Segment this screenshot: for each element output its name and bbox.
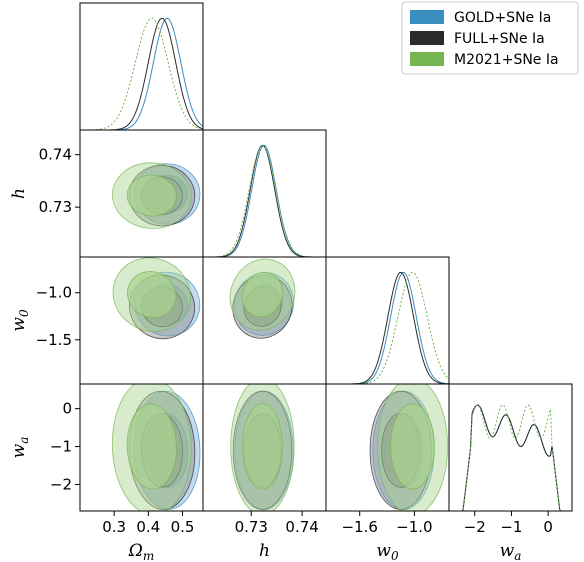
y-tick-label-h: 0.74 [39,146,72,164]
x-tick-label-wa: −1 [500,518,522,536]
panel-h-w0 [202,256,327,385]
density-m2021-sne-ia [80,17,204,131]
density-gold-sne-ia [203,144,326,258]
panel-h-wa [202,383,327,512]
density-gold-sne-ia [326,271,450,385]
x-tick-label-wa: −2 [464,518,486,536]
x-tick-label-w0: −1.0 [396,518,432,536]
panel-frame [79,2,204,131]
contour-m2021-sne-ia-68 [241,272,284,318]
density-m2021-sne-ia [449,404,572,512]
y-tick-label-wa: 0 [62,400,72,418]
y-axis-label-wa: wa [9,437,31,459]
panel-Omega_m-h [79,129,204,258]
x-tick-label-h: 0.73 [235,518,268,536]
legend-swatch [410,10,444,24]
y-tick-label-w0: −1.5 [36,331,72,349]
density-full-sne-ia [80,17,204,131]
y-axis-label-h: h [9,188,29,199]
density-full-sne-ia [203,144,326,258]
panel-Omega_m-w0 [79,256,204,385]
x-tick-label-h: 0.74 [285,518,318,536]
panel-1d-wa [448,383,573,512]
panel-w0-wa [325,383,450,512]
legend-label: FULL+SNe Ia [454,31,545,47]
contour-m2021-sne-ia-68 [242,403,283,490]
legend-swatch [410,31,444,45]
x-tick-label-wa: 0 [543,518,553,536]
legend: GOLD+SNe Ia FULL+SNe Ia M2021+SNe Ia [401,1,579,75]
x-axis-label-w0: w0 [376,541,399,562]
contour-m2021-sne-ia-68 [126,174,177,217]
panel-frame [325,256,450,385]
contour-m2021-sne-ia-68 [390,403,435,490]
x-tick-label-Omega_m: 0.5 [171,518,195,536]
y-tick-label-h: 0.73 [39,198,72,216]
density-m2021-sne-ia [202,144,326,258]
panel-frame [202,129,327,258]
panel-1d-w0 [325,256,450,385]
panel-Omega_m-wa [79,383,204,512]
y-tick-label-w0: −1.0 [36,284,72,302]
x-axis-label-Omega_m: Ωm [128,541,155,562]
x-tick-label-w0: −1.6 [341,518,377,536]
legend-label: M2021+SNe Ia [454,52,559,68]
x-tick-label-Omega_m: 0.4 [136,518,160,536]
x-tick-label-Omega_m: 0.3 [102,518,126,536]
y-tick-label-wa: −2 [50,475,72,493]
contour-m2021-sne-ia-68 [126,403,177,490]
x-axis-label-wa: wa [500,541,522,562]
panel-1d-h [202,129,327,258]
y-tick-label-wa: −1 [50,438,72,456]
legend-label: GOLD+SNe Ia [454,10,551,26]
x-axis-label-h: h [259,541,270,561]
panel-1d-Omega_m [79,2,204,131]
y-axis-label-w0: w0 [9,309,31,332]
density-gold-sne-ia [80,17,204,131]
contour-m2021-sne-ia-68 [127,271,177,319]
panel-frame [448,383,573,512]
density-full-sne-ia [326,271,450,385]
density-m2021-sne-ia [326,271,450,385]
legend-swatch [410,52,444,66]
legend-box [401,1,579,75]
